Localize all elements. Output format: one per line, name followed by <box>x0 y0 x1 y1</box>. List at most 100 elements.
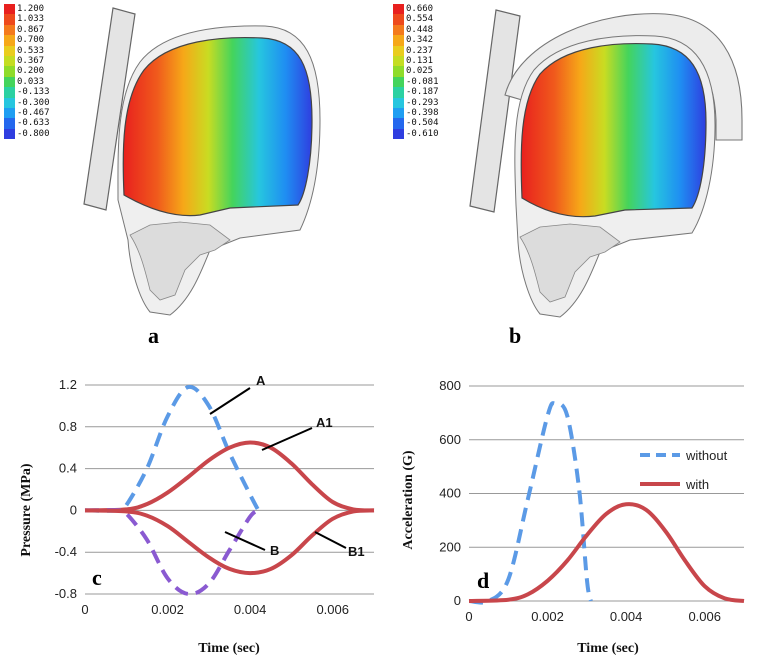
legend-row: -0.800 <box>4 128 50 140</box>
jaw-b <box>519 223 621 303</box>
series-line-a <box>84 384 261 513</box>
chart-d-ylabel: Acceleration (G) <box>401 450 416 549</box>
legend-swatch <box>4 128 15 140</box>
chart-d-panel-letter: d <box>477 568 489 593</box>
series-line-b1 <box>84 508 375 576</box>
legend-value: -0.293 <box>406 97 439 108</box>
legend-row: -0.398 <box>393 107 439 119</box>
y-tick-label: 0 <box>454 593 461 608</box>
impactor-plate-a <box>83 7 136 211</box>
legend-row: 0.237 <box>393 45 439 56</box>
legend-swatch <box>393 87 404 98</box>
legend-row: 1.033 <box>4 14 50 25</box>
panel-label-a: a <box>148 323 159 348</box>
legend-row: 0.342 <box>393 35 439 46</box>
legend-row: -0.133 <box>4 87 50 98</box>
legend-value: 0.342 <box>406 35 434 46</box>
legend-value: 0.131 <box>406 55 434 66</box>
legend-row: 0.200 <box>4 66 50 77</box>
legend-value: 0.237 <box>406 45 434 56</box>
y-tick-label: -0.8 <box>55 586 77 601</box>
legend-swatch <box>393 24 404 36</box>
legend-swatch <box>4 76 15 88</box>
legend-value: -0.467 <box>17 107 50 118</box>
legend-value: 1.200 <box>17 4 45 14</box>
impactor-plate-b <box>469 9 521 213</box>
legend-swatch <box>4 107 15 119</box>
legend-row: -0.633 <box>4 118 50 129</box>
legend-value: 0.367 <box>17 55 45 66</box>
legend-swatch <box>4 118 15 129</box>
series-line-without <box>468 401 593 605</box>
y-tick-label: 200 <box>439 539 461 554</box>
legend-a: 1.200 1.033 0.867 0.700 0.533 0.367 0.200 0.033… <box>4 4 50 140</box>
head-model-b <box>469 9 743 318</box>
legend-row: -0.293 <box>393 97 439 108</box>
legend-swatch <box>4 55 15 67</box>
brain-b <box>520 42 707 218</box>
series-line-b <box>84 508 260 597</box>
legend-value: -0.081 <box>406 76 439 87</box>
legend-value: -0.800 <box>17 128 50 139</box>
x-tick-label: 0.004 <box>610 609 643 624</box>
legend-swatch <box>393 76 404 88</box>
legend-swatch <box>393 35 404 46</box>
legend-swatch <box>4 24 15 36</box>
legend-value: 0.554 <box>406 14 434 25</box>
legend-row: -0.467 <box>4 107 50 119</box>
annotation-leader <box>224 531 266 551</box>
legend-value: -0.398 <box>406 107 439 118</box>
head-model-a <box>83 7 321 316</box>
legend-value: -0.300 <box>17 97 50 108</box>
legend-value: 0.025 <box>406 66 434 77</box>
legend-row: 1.200 <box>4 4 50 15</box>
legend-swatch <box>4 14 15 25</box>
chart-c: 1.2 0.8 0.4 0 -0.4 -0.8 0 0.002 0.004 0.006 A A1 B B1 <box>55 373 375 617</box>
x-tick-label: 0.002 <box>531 609 564 624</box>
legend-label-without: without <box>685 448 728 463</box>
x-tick-label: 0.002 <box>151 602 184 617</box>
legend-row: 0.131 <box>393 55 439 67</box>
legend-row: 0.448 <box>393 24 439 36</box>
x-tick-label: 0 <box>81 602 88 617</box>
legend-value: 0.867 <box>17 24 45 35</box>
legend-row: -0.300 <box>4 97 50 108</box>
legend-swatch <box>4 35 15 46</box>
legend-value: -0.187 <box>406 87 439 98</box>
legend-value: -0.504 <box>406 118 439 129</box>
y-tick-label: 400 <box>439 486 461 501</box>
y-tick-label: 800 <box>439 378 461 393</box>
legend-row: 0.700 <box>4 35 50 46</box>
legend-swatch <box>393 107 404 119</box>
legend-row: 0.554 <box>393 14 439 25</box>
legend-swatch <box>4 66 15 77</box>
legend-value: 0.700 <box>17 35 45 46</box>
annotation-leader <box>209 387 251 415</box>
legend-swatch <box>393 14 404 25</box>
y-tick-label: 1.2 <box>59 377 77 392</box>
x-tick-label: 0 <box>465 609 472 624</box>
legend-swatch <box>393 97 404 108</box>
annotation-leader <box>261 427 313 451</box>
legend-b: 0.660 0.554 0.448 0.342 0.237 0.131 0.025 -0.08… <box>393 4 439 140</box>
legend-value: -0.133 <box>17 87 50 98</box>
chart-d-xlabel: Time (sec) <box>577 641 639 656</box>
legend-row: -0.187 <box>393 87 439 98</box>
legend-row: 0.367 <box>4 55 50 67</box>
legend-value: 1.033 <box>17 14 45 25</box>
chart-c-panel-letter: c <box>92 565 102 590</box>
legend-swatch <box>4 87 15 98</box>
legend-value: 0.660 <box>406 4 434 14</box>
legend-swatch <box>4 4 15 15</box>
annotation-label: B <box>270 543 279 558</box>
legend-swatch <box>4 97 15 108</box>
legend-value: 0.448 <box>406 24 434 35</box>
legend-row: -0.610 <box>393 128 439 140</box>
y-tick-label: -0.4 <box>55 544 77 559</box>
annotation-label: A <box>256 373 266 388</box>
legend-row: 0.025 <box>393 66 439 77</box>
legend-row: 0.867 <box>4 24 50 36</box>
brain-a <box>122 36 313 217</box>
legend-swatch <box>393 128 404 140</box>
y-tick-label: 0.4 <box>59 461 77 476</box>
